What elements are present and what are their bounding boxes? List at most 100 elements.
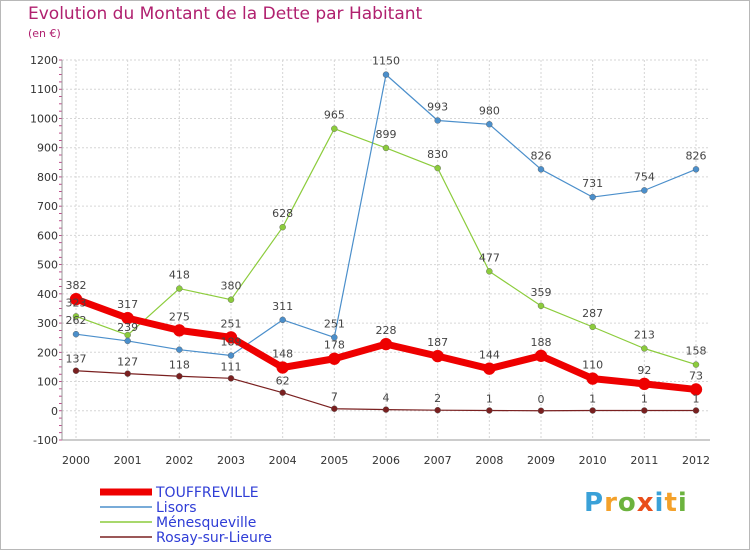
data-point — [331, 125, 338, 132]
data-point — [173, 324, 186, 337]
x-tick-label: 2003 — [217, 454, 245, 467]
data-label: 111 — [221, 360, 242, 373]
data-label: 477 — [479, 251, 500, 264]
data-label: 144 — [479, 349, 500, 362]
data-label: 754 — [634, 170, 655, 183]
data-point — [434, 117, 441, 124]
data-label: 311 — [272, 300, 293, 313]
y-tick-label: -100 — [33, 434, 58, 447]
y-tick-label: 300 — [37, 317, 58, 330]
data-point — [72, 367, 80, 374]
chart-subtitle: (en €) — [28, 27, 61, 40]
data-label: 1 — [641, 392, 648, 405]
data-label: 251 — [324, 317, 345, 330]
y-tick-label: 0 — [51, 405, 58, 418]
data-point — [483, 362, 496, 375]
data-point — [537, 407, 545, 414]
data-point — [382, 406, 390, 413]
chart-title: Evolution du Montant de la Dette par Hab… — [28, 4, 423, 24]
data-label: 628 — [272, 207, 293, 220]
legend-label: Lisors — [156, 500, 197, 516]
data-point — [689, 383, 703, 396]
data-label: 73 — [689, 369, 703, 382]
data-label: 830 — [427, 148, 448, 161]
x-tick-label: 2008 — [475, 454, 503, 467]
data-point — [382, 144, 390, 152]
data-point — [692, 407, 700, 414]
logo-letter: x — [636, 488, 655, 518]
data-point — [379, 337, 393, 351]
data-label: 731 — [582, 177, 603, 190]
data-label: 323 — [66, 296, 87, 309]
data-point — [72, 313, 80, 320]
data-point — [431, 349, 444, 363]
data-point — [486, 407, 493, 414]
data-point — [641, 407, 648, 414]
x-tick-label: 2010 — [579, 454, 607, 467]
data-label: 1 — [486, 392, 493, 405]
y-tick-label: 1100 — [30, 83, 58, 96]
data-point — [692, 166, 700, 173]
logo-letter: r — [604, 488, 618, 518]
data-point — [124, 337, 131, 345]
data-label: 1 — [693, 392, 700, 405]
data-label: 7 — [331, 391, 338, 404]
data-label: 418 — [169, 269, 190, 282]
data-label: 178 — [324, 339, 345, 352]
y-tick-label: 1000 — [30, 112, 58, 125]
x-tick-label: 2004 — [269, 454, 297, 467]
y-tick-label: 900 — [37, 142, 58, 155]
y-tick-label: 200 — [37, 346, 58, 359]
data-label: 4 — [383, 392, 390, 405]
data-point — [279, 223, 286, 231]
data-point — [176, 285, 183, 292]
legend-label: Ménesqueville — [156, 515, 256, 531]
data-label: 148 — [272, 348, 293, 361]
data-point — [121, 311, 134, 325]
data-label: 188 — [531, 336, 552, 349]
data-label: 0 — [538, 393, 545, 406]
legend-label: Rosay-sur-Lieure — [156, 530, 272, 546]
y-tick-label: 1200 — [30, 54, 58, 67]
x-tick-label: 2011 — [630, 454, 658, 467]
x-tick-label: 2006 — [372, 454, 400, 467]
data-label: 228 — [376, 324, 397, 337]
data-point — [224, 331, 238, 344]
data-label: 158 — [686, 345, 707, 358]
y-tick-label: 500 — [37, 259, 58, 272]
data-point — [434, 406, 441, 414]
logo-letter: o — [617, 488, 637, 518]
data-label: 1150 — [372, 55, 400, 68]
data-label: 359 — [531, 286, 552, 299]
data-label: 62 — [276, 375, 290, 388]
y-tick-label: 100 — [37, 376, 58, 389]
data-point — [276, 361, 289, 374]
data-point — [328, 352, 341, 365]
data-point — [534, 349, 548, 363]
x-tick-label: 2012 — [682, 454, 710, 467]
y-tick-label: 700 — [37, 200, 58, 213]
data-point — [486, 121, 493, 128]
data-label: 275 — [169, 310, 190, 323]
data-label: 826 — [531, 149, 552, 162]
y-tick-label: 600 — [37, 229, 58, 242]
data-point — [586, 372, 599, 385]
data-label: 110 — [582, 359, 603, 372]
data-point — [537, 166, 545, 173]
data-label: 2 — [434, 392, 441, 405]
data-point — [331, 405, 338, 412]
data-point — [331, 334, 338, 341]
data-label: 118 — [169, 358, 190, 371]
data-label: 965 — [324, 109, 345, 122]
data-label: 1 — [589, 392, 596, 405]
y-tick-label: 800 — [37, 171, 58, 184]
data-label: 92 — [637, 364, 651, 377]
data-label: 980 — [479, 104, 500, 117]
logo-letter: P — [584, 488, 605, 518]
data-label: 189 — [221, 336, 242, 349]
data-point — [227, 375, 235, 382]
proxiti-logo: Proxiti — [584, 488, 688, 518]
logo-letter: t — [664, 488, 678, 518]
data-label: 380 — [221, 280, 242, 293]
